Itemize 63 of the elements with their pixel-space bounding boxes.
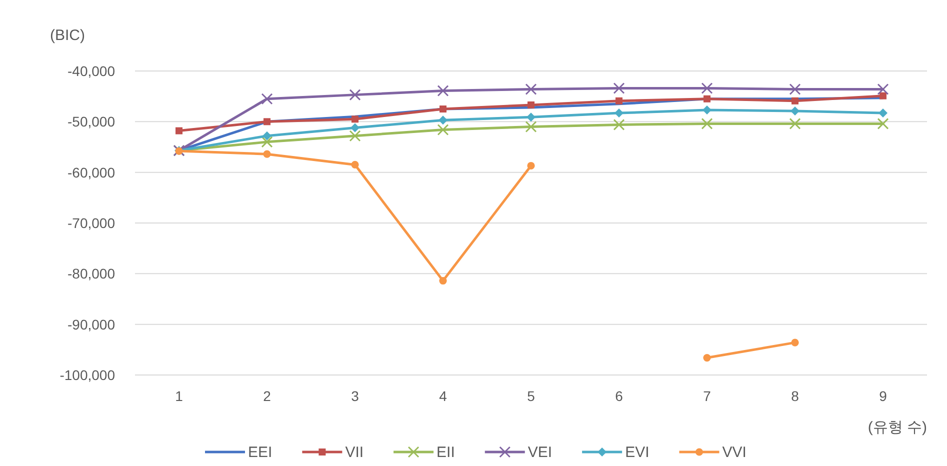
point bbox=[878, 108, 888, 118]
point bbox=[880, 92, 886, 100]
point bbox=[701, 82, 713, 94]
legend-label: EEI bbox=[248, 444, 272, 461]
point bbox=[437, 85, 449, 97]
point bbox=[349, 89, 361, 101]
point bbox=[701, 118, 713, 130]
point bbox=[614, 108, 624, 118]
point bbox=[176, 127, 182, 134]
point bbox=[792, 97, 798, 104]
point bbox=[616, 97, 622, 104]
point bbox=[613, 82, 625, 94]
point bbox=[704, 95, 710, 102]
legend-label: EVI bbox=[625, 444, 650, 461]
x-tick-label: 2 bbox=[263, 388, 272, 404]
point bbox=[438, 116, 448, 125]
point bbox=[263, 150, 271, 158]
x-axis-title: (유형 수) bbox=[868, 419, 927, 436]
point bbox=[349, 130, 361, 142]
point bbox=[351, 160, 359, 169]
legend-label: VVI bbox=[722, 444, 746, 461]
point bbox=[877, 118, 889, 130]
y-tick-label: -80,000 bbox=[68, 266, 116, 282]
point bbox=[439, 276, 447, 285]
point bbox=[877, 83, 889, 95]
point bbox=[352, 116, 358, 123]
point bbox=[790, 106, 800, 116]
point bbox=[437, 124, 449, 136]
point bbox=[703, 354, 711, 362]
x-tick-label: 4 bbox=[439, 388, 448, 404]
point bbox=[262, 131, 272, 140]
legend-label: VII bbox=[345, 444, 364, 461]
point bbox=[527, 162, 535, 170]
x-tick-label: 3 bbox=[351, 388, 360, 404]
point bbox=[261, 93, 273, 105]
x-tick-label: 1 bbox=[175, 388, 184, 404]
point bbox=[440, 106, 446, 112]
y-tick-label: -100,000 bbox=[60, 367, 116, 383]
x-tick-label: 8 bbox=[791, 388, 800, 404]
point bbox=[261, 136, 273, 148]
point bbox=[528, 101, 534, 108]
x-tick-label: 9 bbox=[879, 388, 888, 404]
x-tick-label: 5 bbox=[527, 388, 536, 404]
y-tick-label: -60,000 bbox=[68, 164, 116, 180]
point bbox=[525, 83, 537, 95]
legend-label: VEI bbox=[528, 444, 552, 461]
point bbox=[264, 118, 270, 126]
legend-label: EII bbox=[436, 444, 455, 461]
y-tick-label: -40,000 bbox=[68, 63, 116, 79]
point bbox=[526, 112, 536, 122]
y-tick-label: -70,000 bbox=[68, 215, 116, 231]
point bbox=[702, 106, 712, 115]
point bbox=[789, 83, 801, 95]
y-tick-label: -50,000 bbox=[68, 114, 116, 130]
x-tick-label: 6 bbox=[615, 388, 624, 404]
y-tick-label: -90,000 bbox=[68, 316, 116, 332]
point bbox=[791, 338, 799, 346]
point bbox=[789, 118, 801, 130]
point bbox=[525, 120, 537, 132]
point bbox=[350, 123, 360, 132]
y-axis-title: (BIC) bbox=[50, 27, 85, 44]
x-tick-label: 7 bbox=[703, 388, 712, 404]
point bbox=[613, 118, 625, 130]
